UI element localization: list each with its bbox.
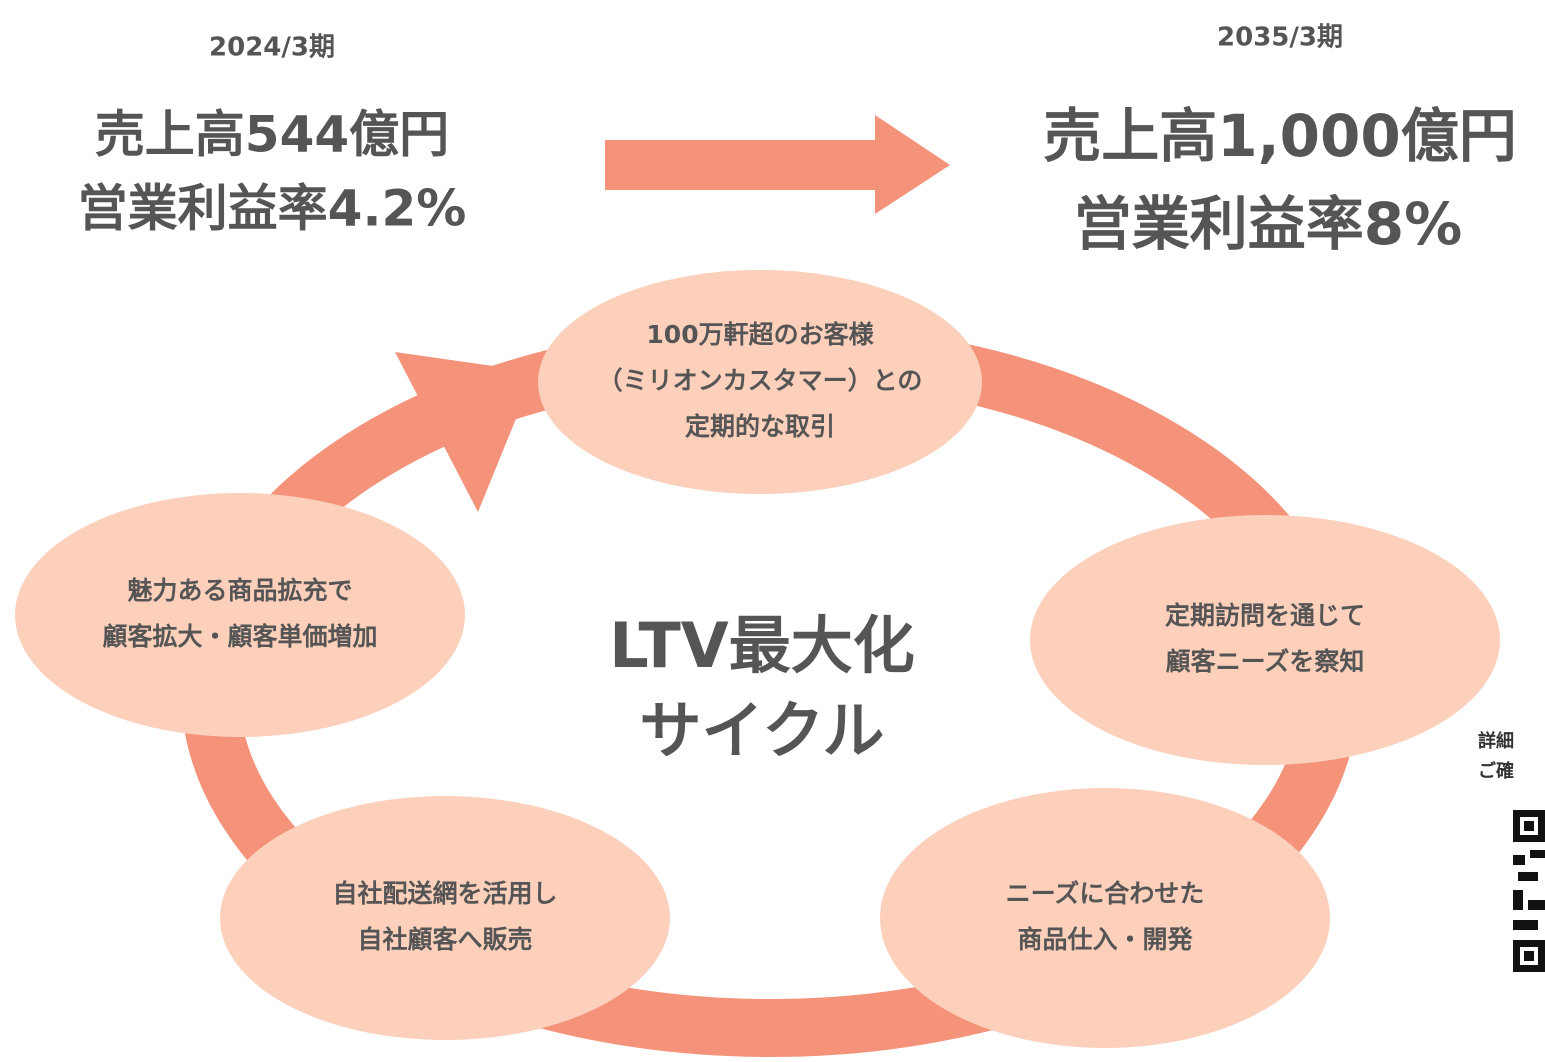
qr-block xyxy=(1513,855,1525,865)
node-label: 魅力ある商品拡充で xyxy=(127,576,352,605)
node-label: 顧客ニーズを察知 xyxy=(1166,647,1365,676)
node xyxy=(220,796,670,1040)
margin: 営業利益率4.2% xyxy=(78,180,467,238)
qr-block xyxy=(1530,850,1545,858)
growth-arrow-body xyxy=(605,140,877,190)
node-label: 商品仕入・開発 xyxy=(1017,925,1193,954)
qr-block xyxy=(1524,821,1534,831)
note: ご確 xyxy=(1478,760,1514,782)
note: 詳細 xyxy=(1478,730,1514,752)
node-label: ニーズに合わせた xyxy=(1006,879,1205,908)
node-label: （ミリオンカスタマー）との xyxy=(598,366,923,395)
period: 2035/3期 xyxy=(1217,23,1343,53)
node-label: 定期的な取引 xyxy=(685,412,835,441)
qr-block xyxy=(1513,920,1538,930)
qr-code xyxy=(1513,810,1545,972)
cycle-arrowhead xyxy=(395,352,535,512)
node-label: 顧客拡大・顧客単価増加 xyxy=(102,622,377,651)
node-label: 100万軒超のお客様 xyxy=(646,320,874,349)
qr-block xyxy=(1518,872,1538,881)
qr-block xyxy=(1528,900,1545,910)
node-label: 自社配送網を活用し xyxy=(332,879,557,908)
growth-arrow-head xyxy=(875,115,950,214)
period: 2024/3期 xyxy=(209,33,335,63)
node xyxy=(15,493,465,737)
node-label: 自社顧客へ販売 xyxy=(357,925,532,954)
qr-block xyxy=(1524,951,1534,961)
margin: 営業利益率8% xyxy=(1074,190,1462,258)
sales: 売上高544億円 xyxy=(95,106,449,164)
nodes xyxy=(15,270,1500,1048)
cycle-title: LTV最大化 xyxy=(609,609,915,682)
node-label: 定期訪問を通じて xyxy=(1165,601,1365,630)
node xyxy=(1030,515,1500,765)
qr-block xyxy=(1513,890,1523,910)
sales: 売上高1,000億円 xyxy=(1043,102,1516,170)
cycle-title: サイクル xyxy=(640,694,885,767)
node-labels: 100万軒超のお客様 （ミリオンカスタマー）との定期的な取引定期訪問を通じて顧客ニ… xyxy=(102,320,1365,954)
node xyxy=(538,270,982,494)
node xyxy=(880,788,1330,1048)
